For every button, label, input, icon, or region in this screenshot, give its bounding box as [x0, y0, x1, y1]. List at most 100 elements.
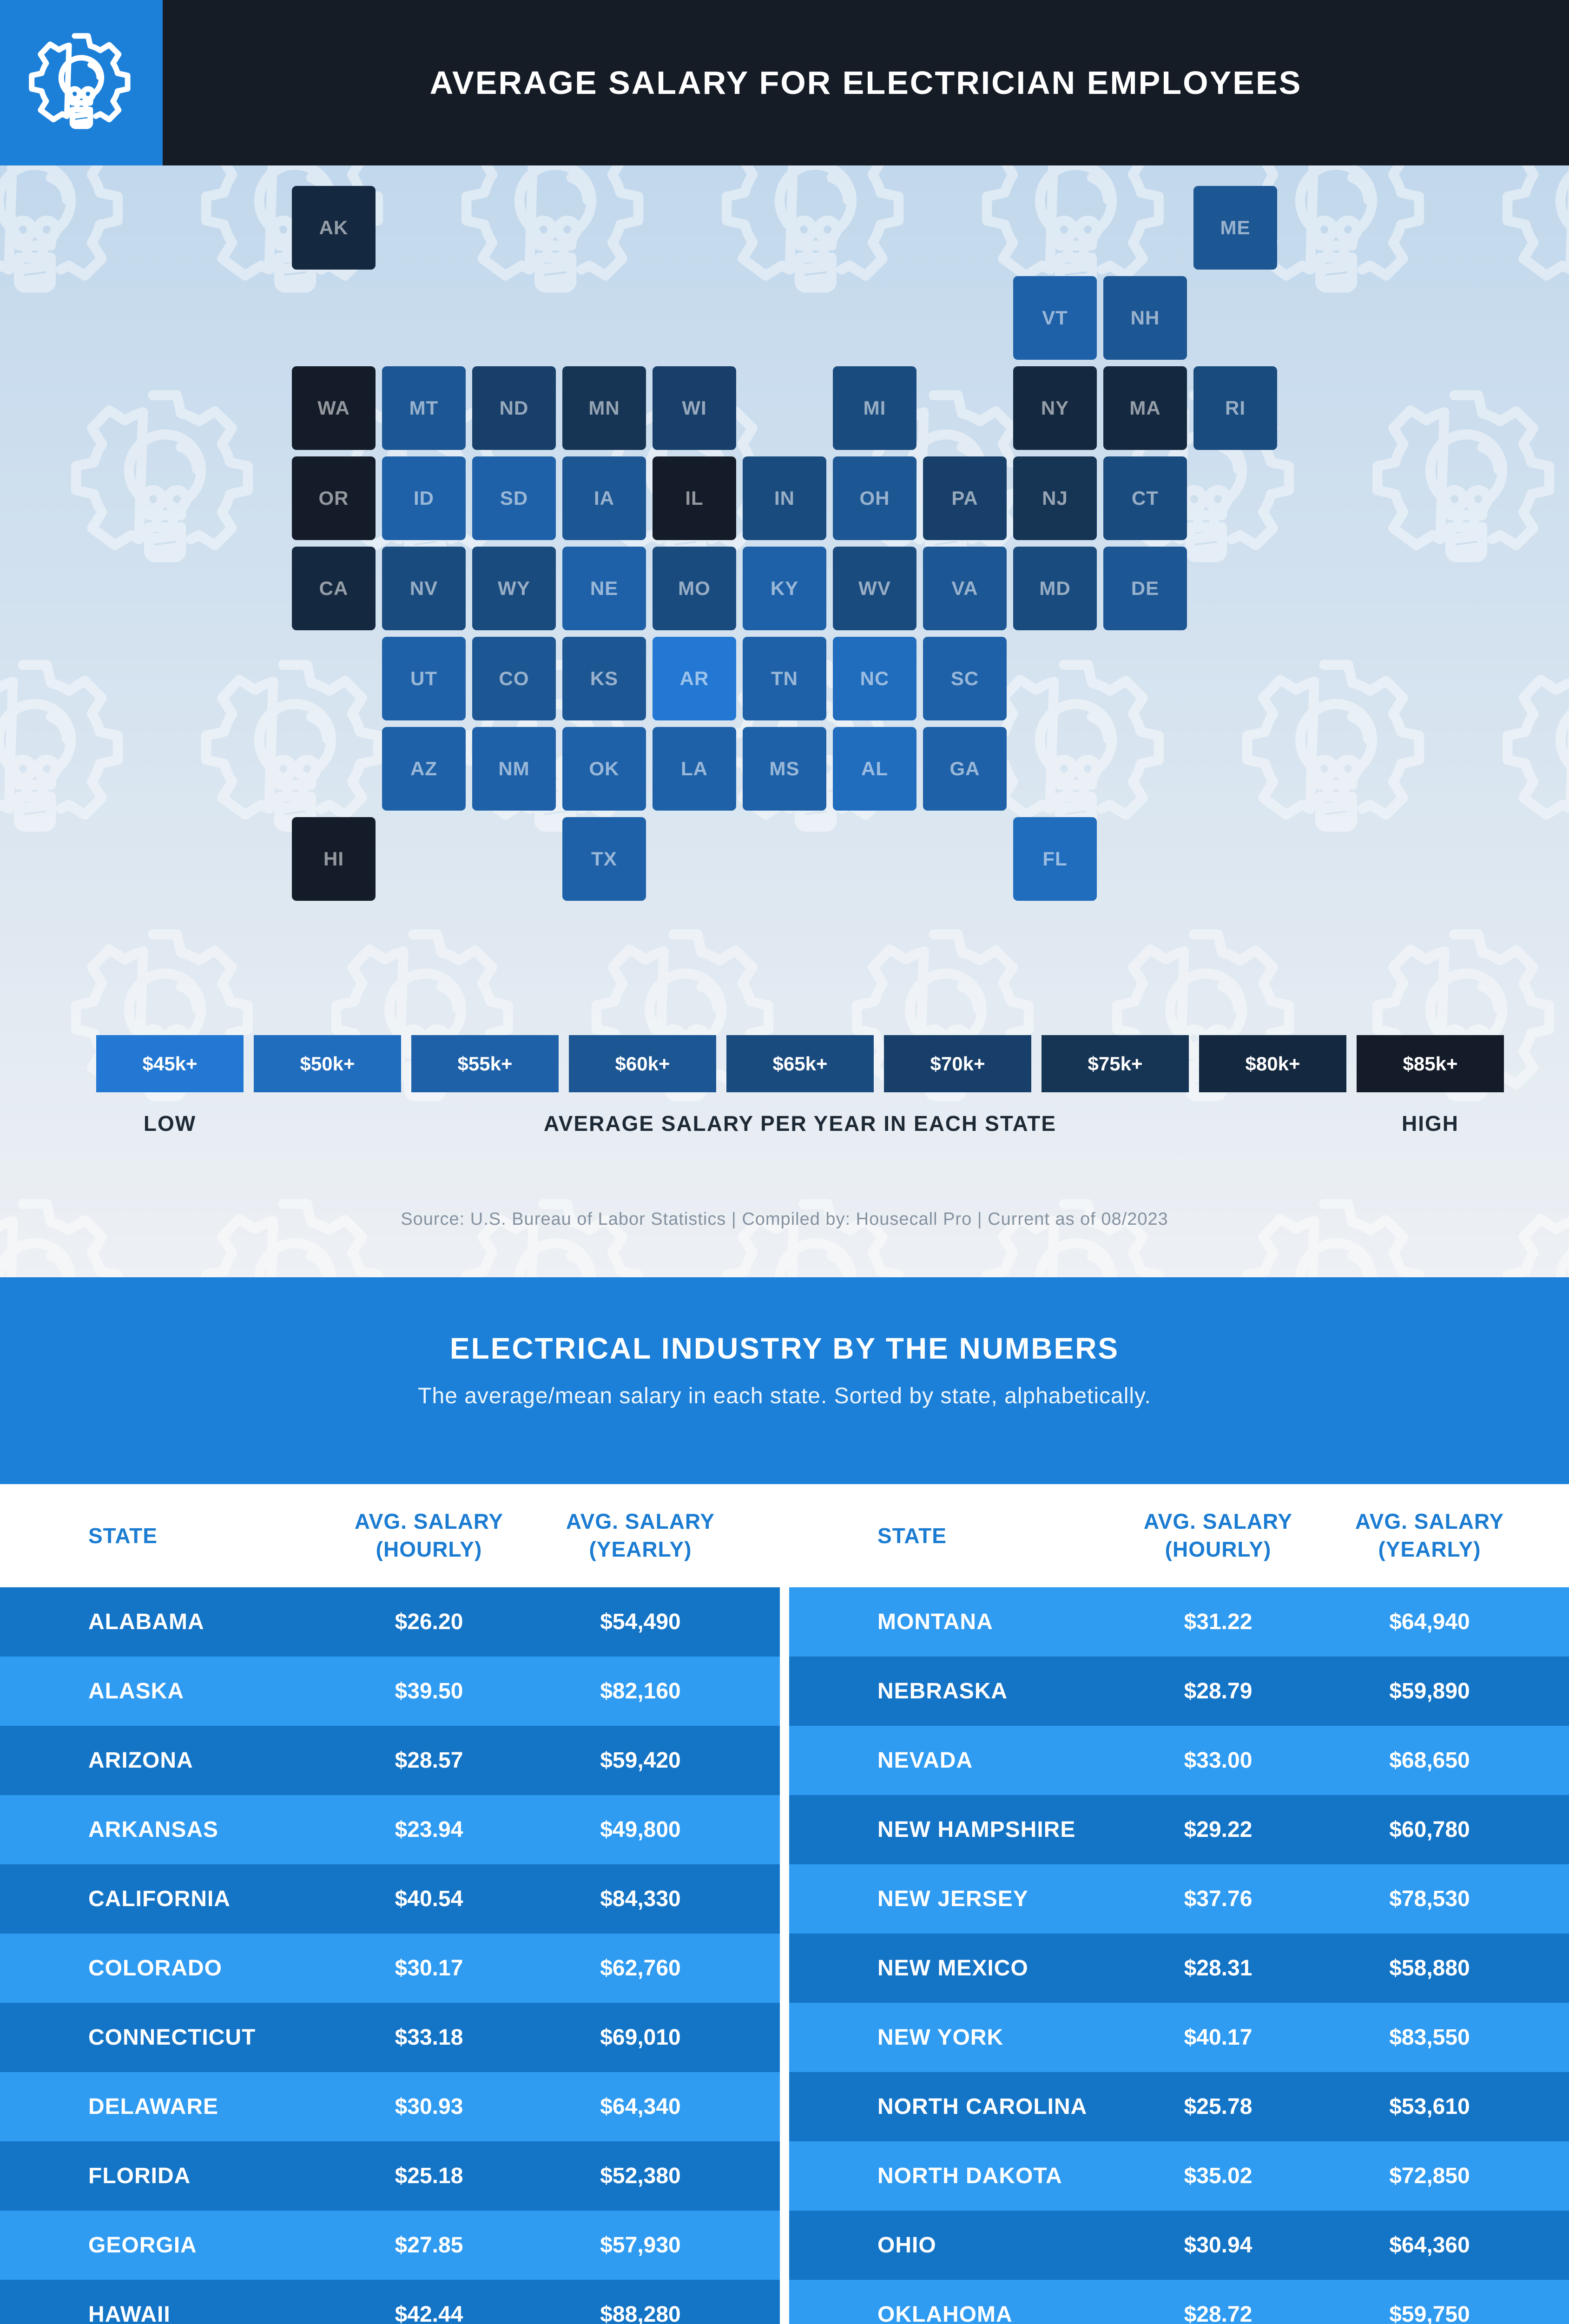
page-title: AVERAGE SALARY FOR ELECTRICIAN EMPLOYEES	[429, 65, 1302, 101]
map-state-tile-md: MD	[1013, 547, 1097, 630]
map-state-tile-wy: WY	[472, 547, 556, 630]
gear-lightbulb-watermark-icon	[976, 1188, 1176, 1277]
cell-hourly: $30.93	[395, 2094, 463, 2119]
us-salary-choropleth-map: AK ME VT NH WA MT ND MN WI MI NY MA RI OR ID SD IA IL IN OH…	[292, 186, 1277, 901]
cell-state: GEORGIA	[88, 2233, 197, 2258]
map-state-tile-mt: MT	[382, 366, 466, 450]
cell-state: NEW JERSEY	[877, 1887, 1028, 1911]
column-header-hourly-line1: AVG. SALARY	[354, 1509, 504, 1534]
cell-yearly: $68,650	[1389, 1748, 1470, 1773]
table-row: NEW JERSEY $37.76 $78,530	[789, 1864, 1569, 1934]
table-header-left: STATE AVG. SALARY (HOURLY) AVG. SALARY (…	[0, 1484, 780, 1587]
table-row: NEVADA $33.00 $68,650	[789, 1726, 1569, 1795]
cell-state: DELAWARE	[88, 2094, 219, 2119]
map-state-tile-il: IL	[653, 456, 736, 540]
map-state-tile-tx: TX	[562, 817, 646, 901]
gear-lightbulb-icon	[26, 27, 137, 139]
table-row: NEW MEXICO $28.31 $58,880	[789, 1934, 1569, 2003]
map-state-tile-ok: OK	[562, 727, 646, 811]
cell-state: ARKANSAS	[88, 1817, 219, 1842]
gear-lightbulb-watermark-icon	[1366, 379, 1566, 579]
cell-state: COLORADO	[88, 1956, 222, 1981]
map-state-tile-pa: PA	[923, 456, 1007, 540]
column-header-yearly: AVG. SALARY (YEARLY)	[529, 1508, 752, 1564]
table-row: FLORIDA $25.18 $52,380	[0, 2141, 780, 2211]
cell-state: NORTH DAKOTA	[877, 2164, 1062, 2188]
cell-state: CALIFORNIA	[88, 1887, 231, 1911]
cell-state: NEW YORK	[877, 2025, 1004, 2050]
section-subtitle: The average/mean salary in each state. S…	[418, 1384, 1151, 1408]
map-state-tile-ia: IA	[562, 456, 646, 540]
legend-low-label: LOW	[143, 1111, 197, 1136]
cell-yearly: $59,420	[600, 1748, 681, 1773]
header-bar: AVERAGE SALARY FOR ELECTRICIAN EMPLOYEES	[0, 0, 1569, 165]
cell-yearly: $64,340	[600, 2094, 681, 2119]
map-state-tile-tn: TN	[743, 637, 826, 720]
map-state-tile-nd: ND	[472, 366, 556, 450]
table-row: OKLAHOMA $28.72 $59,750	[789, 2280, 1569, 2324]
map-state-tile-ar: AR	[653, 637, 736, 720]
map-state-tile-ms: MS	[743, 727, 826, 811]
cell-state: NEW HAMPSHIRE	[877, 1817, 1076, 1842]
cell-hourly: $28.31	[1184, 1956, 1253, 1981]
column-header-hourly-line1: AVG. SALARY	[1143, 1509, 1293, 1534]
table-header-right: STATE AVG. SALARY (HOURLY) AVG. SALARY (…	[789, 1484, 1569, 1587]
cell-hourly: $33.00	[1184, 1748, 1253, 1773]
table-row: NEBRASKA $28.79 $59,890	[789, 1657, 1569, 1726]
map-state-tile-ca: CA	[292, 547, 376, 630]
table-row: NEW HAMPSHIRE $29.22 $60,780	[789, 1795, 1569, 1864]
legend-swatch: $60k+	[569, 1035, 716, 1092]
cell-state: CONNECTICUT	[88, 2025, 256, 2050]
map-state-tile-in: IN	[743, 456, 826, 540]
table-row: ARIZONA $28.57 $59,420	[0, 1726, 780, 1795]
column-header-state: STATE	[877, 1524, 947, 1548]
cell-yearly: $59,890	[1389, 1679, 1470, 1703]
legend-swatch: $55k+	[411, 1035, 559, 1092]
cell-hourly: $25.78	[1184, 2094, 1253, 2119]
cell-state: HAWAII	[88, 2302, 171, 2324]
salary-table: ALABAMA $26.20 $54,490 ALASKA $39.50 $82,160 A…	[0, 1587, 1569, 2324]
legend-swatch: $75k+	[1042, 1035, 1189, 1092]
cell-yearly: $62,760	[600, 1956, 681, 1981]
table-center-divider	[780, 1484, 789, 1587]
cell-state: NEBRASKA	[877, 1679, 1008, 1703]
map-state-tile-nh: NH	[1103, 276, 1187, 360]
map-state-tile-mo: MO	[653, 547, 736, 630]
cell-yearly: $82,160	[600, 1679, 681, 1703]
map-state-tile-la: LA	[653, 727, 736, 811]
table-header: STATE AVG. SALARY (HOURLY) AVG. SALARY (…	[0, 1484, 1569, 1587]
table-row: MONTANA $31.22 $64,940	[789, 1587, 1569, 1657]
column-header-yearly-line2: (YEARLY)	[589, 1537, 692, 1561]
table-row: COLORADO $30.17 $62,760	[0, 1934, 780, 2003]
legend-scale-labels: LOW AVERAGE SALARY PER YEAR IN EACH STAT…	[96, 1111, 1504, 1136]
cell-state: NORTH CAROLINA	[877, 2094, 1088, 2119]
cell-hourly: $28.79	[1184, 1679, 1253, 1703]
cell-hourly: $26.20	[395, 1610, 463, 1634]
column-header-yearly-line1: AVG. SALARY	[566, 1509, 715, 1534]
cell-hourly: $29.22	[1184, 1817, 1253, 1842]
map-state-tile-me: ME	[1193, 186, 1277, 270]
column-header-hourly-line2: (HOURLY)	[1165, 1537, 1272, 1561]
cell-hourly: $23.94	[395, 1817, 463, 1842]
cell-hourly: $30.17	[395, 1956, 463, 1981]
table-row: CONNECTICUT $33.18 $69,010	[0, 2003, 780, 2072]
column-header-yearly-line1: AVG. SALARY	[1355, 1509, 1504, 1534]
column-header-yearly: AVG. SALARY (YEARLY)	[1318, 1508, 1541, 1564]
map-section: AK ME VT NH WA MT ND MN WI MI NY MA RI OR ID SD IA IL IN OH…	[0, 165, 1569, 1277]
cell-yearly: $72,850	[1389, 2164, 1470, 2188]
gear-lightbulb-watermark-icon	[1496, 165, 1569, 310]
cell-yearly: $57,930	[600, 2233, 681, 2258]
map-state-tile-id: ID	[382, 456, 466, 540]
table-row: NORTH CAROLINA $25.78 $53,610	[789, 2072, 1569, 2141]
map-state-tile-sd: SD	[472, 456, 556, 540]
table-row: ALABAMA $26.20 $54,490	[0, 1587, 780, 1657]
cell-yearly: $59,750	[1389, 2302, 1470, 2324]
cell-yearly: $84,330	[600, 1887, 681, 1911]
legend-high-label: HIGH	[1402, 1111, 1459, 1136]
cell-hourly: $40.17	[1184, 2025, 1253, 2050]
cell-yearly: $83,550	[1389, 2025, 1470, 2050]
column-header-hourly: AVG. SALARY (HOURLY)	[329, 1508, 529, 1564]
map-state-tile-ks: KS	[562, 637, 646, 720]
legend-swatch: $50k+	[254, 1035, 401, 1092]
cell-yearly: $60,780	[1389, 1817, 1470, 1842]
